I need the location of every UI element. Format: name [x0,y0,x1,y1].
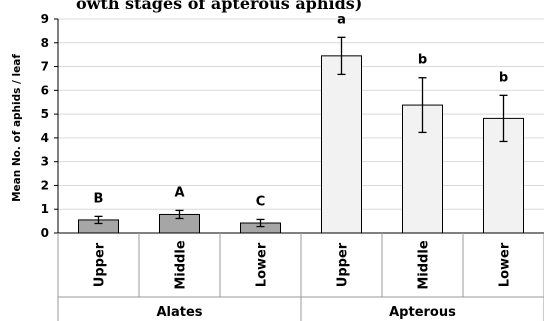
labels: 0 1 2 3 4 5 6 7 8 9 B A Ca b b Upper Middle Lower Upper Mid… [41,12,513,320]
significance-letter: B [94,191,104,206]
y-tick-label: 2 [41,178,49,192]
category-label: Lower [255,242,270,287]
y-tick-label: 6 [41,83,49,97]
y-tick-label: 7 [41,60,49,74]
bar [402,104,443,234]
y-tick-label: 3 [41,155,49,169]
error-bar [175,209,184,220]
error-bar [499,94,508,143]
bars [78,36,524,234]
error-bar [256,218,265,228]
error-bar [418,77,427,134]
significance-letter: b [418,53,427,68]
significance-letter: C [256,194,266,209]
gridlines [58,18,544,210]
category-label: Upper [93,242,108,287]
significance-letter: A [174,185,184,200]
y-tick-label: 1 [41,202,49,216]
y-tick-label: 4 [41,131,49,145]
category-label: Middle [174,240,189,289]
error-bar [337,36,346,76]
group-label: Apterous [389,305,456,320]
significance-letter: b [499,70,508,85]
category-label: Middle [417,240,432,289]
y-axis-label: Mean No. of aphids / leaf [11,54,23,202]
chart-title-partial: owth stages of apterous aphids) [76,0,362,13]
significance-letter: a [337,12,346,27]
y-tick-label: 5 [41,107,49,121]
category-label: Lower [498,242,513,287]
group-label: Alates [156,305,202,320]
error-bar [94,215,103,225]
bar [321,55,362,234]
axes [54,18,544,321]
y-tick-label: 0 [41,226,49,240]
category-label: Upper [336,242,351,287]
y-tick-label: 9 [41,12,49,26]
y-tick-label: 8 [41,36,49,50]
